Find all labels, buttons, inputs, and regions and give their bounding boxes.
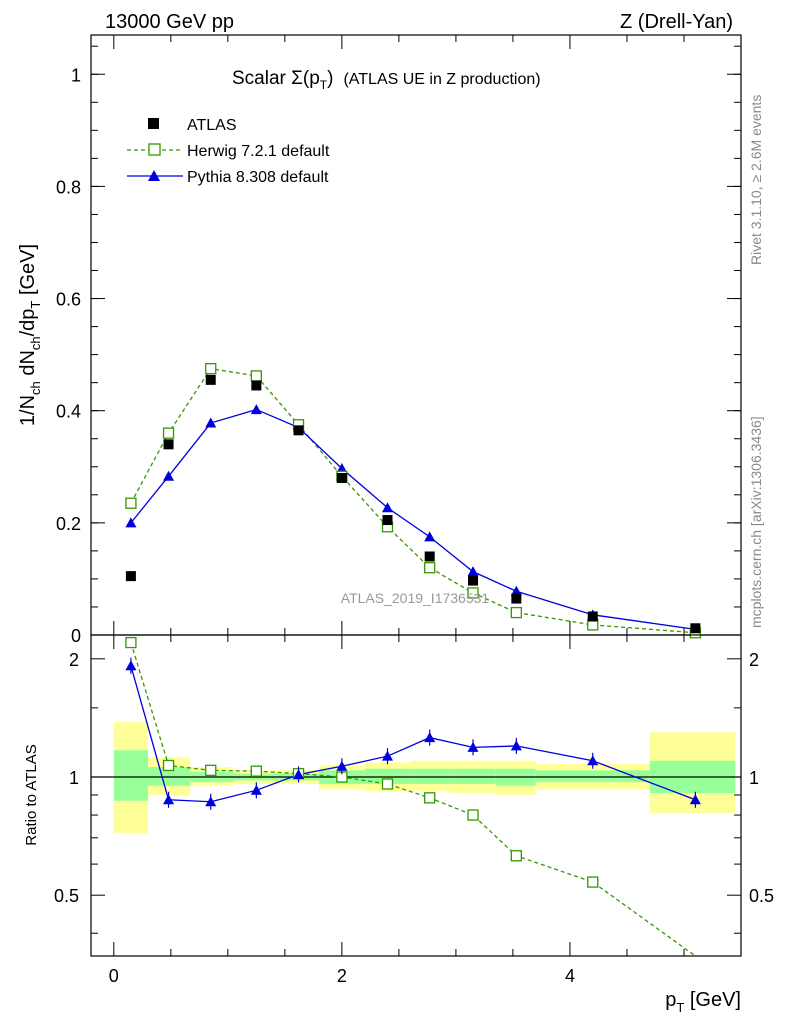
- pythia-point: [381, 502, 393, 513]
- pythia-ratio-point: [250, 784, 262, 795]
- herwig-ratio-point: [424, 792, 436, 804]
- atlas-point: [125, 571, 136, 582]
- herwig-ratio-point: [587, 876, 599, 888]
- main-ytick-label: 0.4: [56, 402, 81, 422]
- legend-atlas-label: ATLAS: [187, 117, 237, 134]
- atlas-point: [468, 575, 479, 586]
- pythia-ratio-point: [587, 755, 599, 766]
- ratio-ytick-label-left: 2: [69, 650, 79, 670]
- atlas-point: [511, 593, 522, 604]
- ratio-y-axis-label: Ratio to ATLAS: [23, 744, 40, 845]
- herwig-ratio-point: [205, 764, 217, 776]
- ratio-frame: [90, 634, 742, 957]
- herwig-ratio-point: [467, 809, 479, 821]
- pythia-ratio-point: [689, 794, 701, 805]
- analysis-watermark: ATLAS_2019_I1736531: [341, 590, 490, 606]
- ratio-xtick-label: 4: [565, 966, 575, 986]
- pythia-point: [336, 462, 348, 473]
- pythia-ratio-point: [163, 794, 175, 805]
- ratio-xtick-label: 2: [337, 966, 347, 986]
- atlas-point: [587, 611, 598, 622]
- legend-atlas-marker: [148, 118, 159, 129]
- herwig-ratio-point: [510, 850, 523, 862]
- legend-herwig-label: Herwig 7.2.1 default: [187, 143, 330, 160]
- pythia-line: [130, 408, 696, 631]
- pythia-ratio-point: [293, 768, 305, 779]
- atlas-point: [336, 472, 347, 483]
- pythia-ratio-point: [510, 740, 522, 751]
- ratio-ytick-label-right: 1: [749, 768, 759, 788]
- herwig-line: [130, 367, 696, 634]
- pythia-point: [424, 531, 436, 542]
- pythia-point: [163, 470, 175, 481]
- main-ytick-label: 1: [71, 65, 81, 85]
- herwig-ratio-point: [250, 765, 263, 777]
- pythia-ratio-point: [467, 741, 479, 752]
- pythia-ratio-point: [205, 796, 217, 807]
- legend: ATLAS Herwig 7.2.1 default Pythia 8.308 …: [127, 117, 330, 186]
- legend-pythia-marker: [148, 170, 160, 181]
- ratio-ytick-label-right: 2: [749, 650, 759, 670]
- ratio-panel: 0.5 0.5 1 1 2 2 0 2 4 Ratio to ATLAS pT [GeV]: [23, 634, 774, 1015]
- pythia-point: [250, 404, 262, 415]
- rivet-version-label: Rivet 3.1.10, ≥ 2.6M events: [748, 95, 764, 265]
- pythia-ratio-point: [125, 660, 137, 671]
- pythia-ratio-point: [336, 760, 348, 771]
- main-ticks: 0 0.2 0.4 0.6 0.8 1: [56, 35, 741, 646]
- main-ytick-label: 0.2: [56, 514, 81, 534]
- ratio-ytick-label-right: 0.5: [749, 886, 774, 906]
- herwig-ratio-point: [162, 759, 175, 772]
- herwig-point: [510, 606, 523, 619]
- plot-title: Scalar Σ(pT) (ATLAS UE in Z production): [232, 68, 541, 92]
- ratio-series-markers: [125, 636, 701, 888]
- pythia-point: [510, 585, 522, 596]
- atlas-point: [205, 374, 216, 385]
- atlas-point: [424, 551, 435, 562]
- ratio-band-inner: [113, 750, 149, 801]
- pythia-point: [205, 417, 217, 428]
- ratio-band-inner: [535, 770, 650, 783]
- ratio-ytick-label-left: 1: [69, 768, 79, 788]
- main-series-lines: [130, 367, 696, 634]
- main-y-axis-label: 1/Nch dNch/dpT [GeV]: [17, 244, 43, 426]
- atlas-point: [251, 380, 262, 391]
- atlas-point: [382, 515, 393, 526]
- herwig-point: [250, 370, 263, 382]
- mcplots-source-label: mcplots.cern.ch [arXiv:1306.3436]: [748, 416, 764, 628]
- pythia-ratio-point: [381, 750, 393, 761]
- pythia-ratio-point: [424, 732, 436, 743]
- process-label: Z (Drell-Yan): [620, 11, 733, 33]
- x-axis-label: pT [GeV]: [665, 989, 741, 1015]
- ratio-band-inner: [450, 768, 496, 784]
- atlas-point: [293, 425, 304, 436]
- ratio-band-inner: [410, 768, 451, 784]
- herwig-point: [162, 427, 175, 439]
- pythia-ratio-line: [130, 665, 696, 803]
- main-ytick-label: 0.8: [56, 177, 81, 197]
- main-ytick-label: 0: [71, 626, 81, 646]
- ratio-ticks: 0.5 0.5 1 1 2 2 0 2 4: [54, 635, 774, 986]
- ratio-xtick-label: 0: [109, 966, 119, 986]
- pythia-point: [467, 566, 479, 577]
- herwig-point: [205, 362, 217, 375]
- main-panel: 0 0.2 0.4 0.6 0.8 1 ATLAS_2019_I1736531 Scala…: [17, 34, 742, 646]
- pythia-point: [125, 517, 137, 528]
- ratio-band-inner: [364, 768, 411, 784]
- energy-label: 13000 GeV pp: [105, 11, 234, 33]
- herwig-point: [467, 587, 479, 599]
- ratio-ytick-label-left: 0.5: [54, 886, 79, 906]
- ratio-series-lines: [130, 642, 696, 957]
- legend-herwig-marker: [148, 143, 161, 156]
- atlas-point: [163, 439, 174, 450]
- legend-pythia-label: Pythia 8.308 default: [187, 169, 329, 186]
- atlas-point: [690, 623, 701, 634]
- herwig-point: [424, 562, 436, 574]
- main-ytick-label: 0.6: [56, 290, 81, 310]
- herwig-ratio-line: [130, 642, 696, 957]
- herwig-ratio-point: [381, 778, 394, 790]
- main-series-markers: [125, 362, 702, 639]
- herwig-ratio-point: [125, 636, 137, 649]
- herwig-point: [125, 497, 137, 509]
